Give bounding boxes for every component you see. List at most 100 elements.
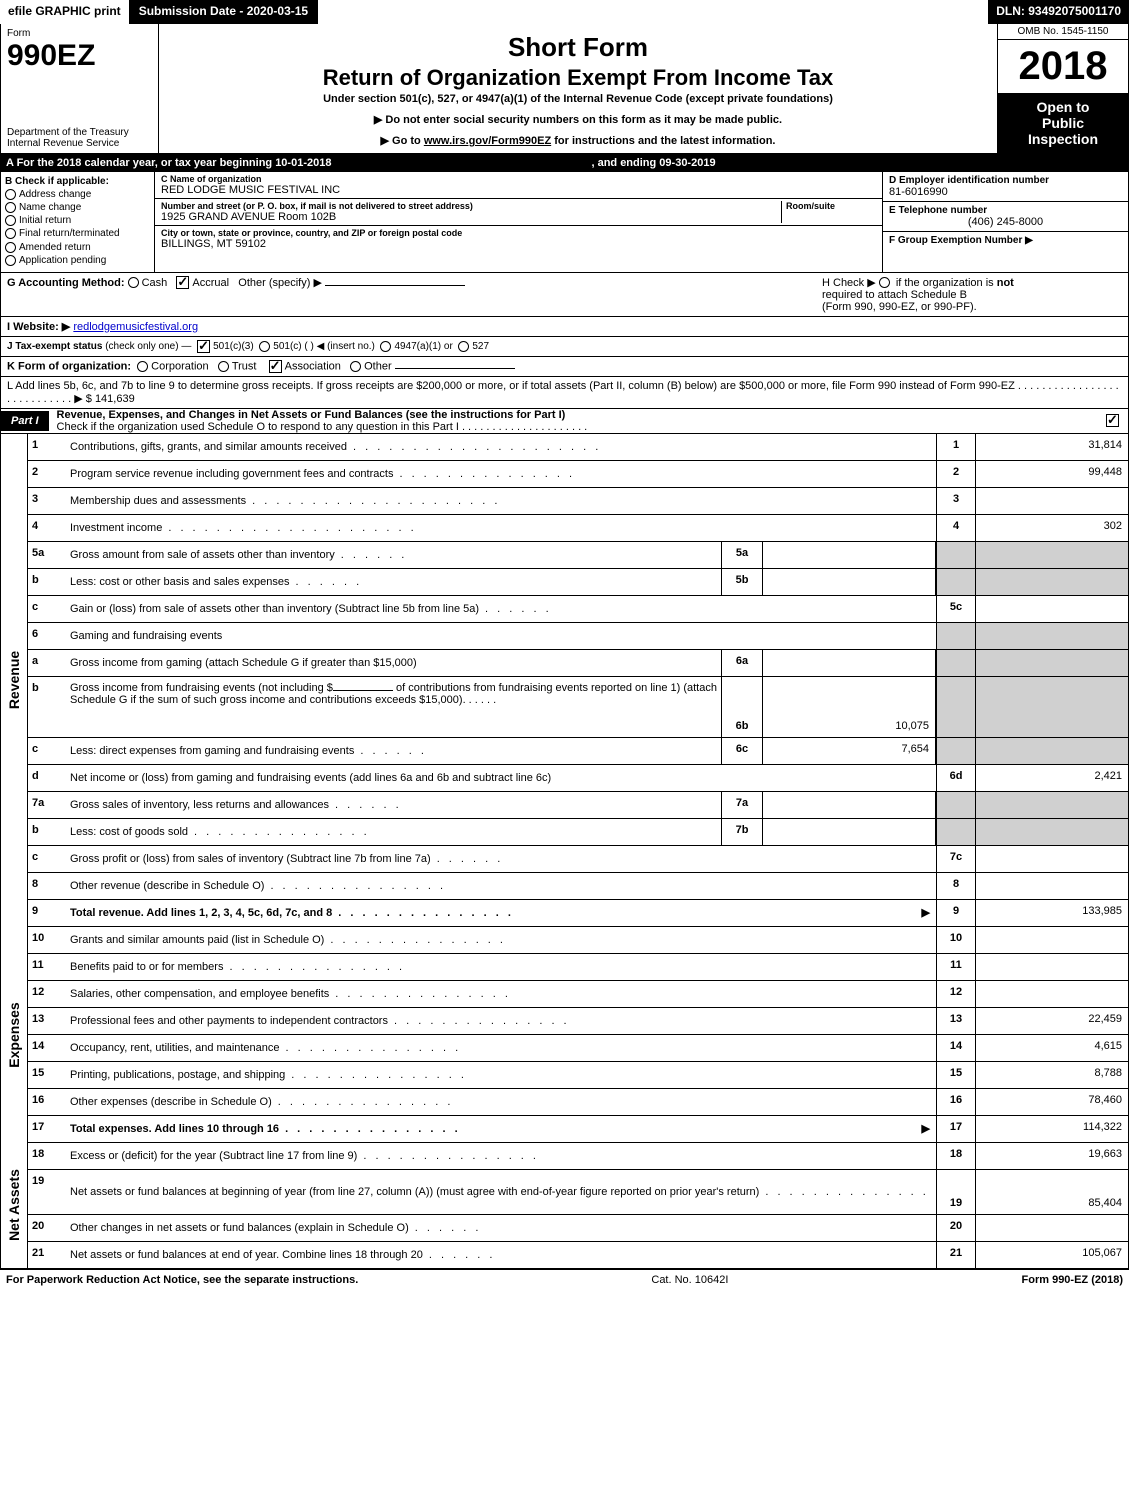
line-num: 12 (28, 981, 70, 1007)
circle-icon[interactable] (137, 361, 148, 372)
right-num: 15 (936, 1062, 975, 1088)
right-num-shaded (936, 623, 975, 649)
side-revenue: Revenue (1, 434, 28, 927)
check-label: Amended return (19, 242, 91, 253)
checkbox-association[interactable] (269, 360, 282, 373)
efile-label[interactable]: efile GRAPHIC print (0, 0, 131, 24)
net-assets-section: Net Assets 18Excess or (deficit) for the… (0, 1143, 1129, 1269)
g-other: Other (specify) ▶ (238, 277, 322, 289)
j-o1: 501(c)(3) (213, 341, 254, 352)
circle-icon[interactable] (218, 361, 229, 372)
k-label: K Form of organization: (7, 360, 131, 372)
circle-icon (5, 189, 16, 200)
open-line2: Public (1000, 115, 1126, 131)
circle-icon[interactable] (458, 341, 469, 352)
check-application-pending[interactable]: Application pending (5, 255, 150, 266)
right-val: 2,421 (975, 765, 1128, 791)
check-amended-return[interactable]: Amended return (5, 242, 150, 253)
row-i: I Website: ▶ redlodgemusicfestival.org (0, 317, 1129, 337)
circle-icon[interactable] (128, 277, 139, 288)
row-l: L Add lines 5b, 6c, and 7b to line 9 to … (0, 377, 1129, 409)
line-desc: Gross sales of inventory, less returns a… (70, 799, 329, 811)
right-num: 12 (936, 981, 975, 1007)
check-address-change[interactable]: Address change (5, 189, 150, 200)
line-num: c (28, 738, 70, 764)
table-row: bLess: cost of goods sold. . . . . . . .… (28, 819, 1128, 846)
irs-link[interactable]: www.irs.gov/Form990EZ (424, 135, 551, 147)
box-h: H Check ▶ if the organization is not req… (814, 276, 1122, 313)
submission-date: Submission Date - 2020-03-15 (131, 0, 318, 24)
j-label: J Tax-exempt status (7, 341, 102, 352)
g-accrual: Accrual (192, 277, 229, 289)
form-number: 990EZ (7, 39, 152, 73)
line-num: a (28, 650, 70, 676)
line-desc: Membership dues and assessments (70, 495, 246, 507)
note-goto-post: for instructions and the latest informat… (551, 135, 775, 147)
right-val-shaded (975, 819, 1128, 845)
expenses-section: Expenses 10Grants and similar amounts pa… (0, 927, 1129, 1143)
right-num: 10 (936, 927, 975, 953)
right-num: 1 (936, 434, 975, 460)
circle-icon[interactable] (259, 341, 270, 352)
table-row: 11Benefits paid to or for members. . . .… (28, 954, 1128, 981)
dots: . . . . . . . . . . . . . . . (332, 907, 917, 919)
dots: . . . . . . (479, 603, 934, 615)
line-desc: Investment income (70, 522, 162, 534)
dots: . . . . . . . . . . . . . . . (388, 1015, 934, 1027)
dots: . . . . . . . . . . . . . . . (223, 961, 934, 973)
table-row: 12Salaries, other compensation, and empl… (28, 981, 1128, 1008)
sub-val (763, 819, 936, 845)
tax-year: 2018 (998, 40, 1128, 93)
box-c: C Name of organization RED LODGE MUSIC F… (155, 172, 882, 272)
table-row: 15Printing, publications, postage, and s… (28, 1062, 1128, 1089)
line-desc: Other revenue (describe in Schedule O) (70, 880, 264, 892)
right-num: 11 (936, 954, 975, 980)
checkbox-accrual[interactable] (176, 276, 189, 289)
line-num: 21 (28, 1242, 70, 1268)
dln-label: DLN: 93492075001170 (988, 0, 1129, 24)
right-num: 17 (936, 1116, 975, 1142)
footer-mid: Cat. No. 10642I (651, 1274, 728, 1286)
top-bar: efile GRAPHIC print Submission Date - 20… (0, 0, 1129, 24)
website-link[interactable]: redlodgemusicfestival.org (73, 321, 198, 333)
arrow-icon: ▶ (918, 1122, 934, 1135)
form-word: Form (7, 28, 152, 39)
sub-num: 7b (721, 819, 763, 845)
dots: . . . . . . . . . . . . . . . (280, 1042, 934, 1054)
note-goto: ▶ Go to www.irs.gov/Form990EZ for instru… (169, 134, 987, 147)
table-row: 1Contributions, gifts, grants, and simil… (28, 434, 1128, 461)
circle-icon[interactable] (350, 361, 361, 372)
line-num: 13 (28, 1008, 70, 1034)
check-initial-return[interactable]: Initial return (5, 215, 150, 226)
line-desc: Professional fees and other payments to … (70, 1015, 388, 1027)
line-num: 19 (28, 1170, 70, 1214)
check-final-return[interactable]: Final return/terminated (5, 228, 150, 239)
org-name-cell: C Name of organization RED LODGE MUSIC F… (155, 172, 882, 199)
checkbox-501c3[interactable] (197, 340, 210, 353)
right-num: 21 (936, 1242, 975, 1268)
right-num: 8 (936, 873, 975, 899)
table-row: bLess: cost or other basis and sales exp… (28, 569, 1128, 596)
table-row: 19Net assets or fund balances at beginni… (28, 1170, 1128, 1215)
info-grid: B Check if applicable: Address change Na… (0, 172, 1129, 273)
row-j: J Tax-exempt status (check only one) — 5… (0, 337, 1129, 357)
city-label: City or town, state or province, country… (161, 228, 876, 238)
omb-number: OMB No. 1545-1150 (998, 24, 1128, 40)
ein-cell: D Employer identification number 81-6016… (883, 172, 1128, 202)
right-num: 6d (936, 765, 975, 791)
dots: . . . . . . (329, 799, 719, 811)
check-name-change[interactable]: Name change (5, 202, 150, 213)
sub-num: 7a (721, 792, 763, 818)
g-cash: Cash (142, 277, 168, 289)
checkbox-schedule-o[interactable] (1106, 414, 1119, 427)
row-gh: G Accounting Method: Cash Accrual Other … (0, 273, 1129, 317)
line-num: 10 (28, 927, 70, 953)
line-num: 15 (28, 1062, 70, 1088)
ein-value: 81-6016990 (889, 186, 1122, 198)
circle-icon[interactable] (380, 341, 391, 352)
circle-icon[interactable] (879, 277, 890, 288)
part1-title-text: Revenue, Expenses, and Changes in Net As… (57, 409, 566, 421)
right-num: 19 (936, 1170, 975, 1214)
title-col: Short Form Return of Organization Exempt… (159, 24, 997, 153)
right-val-shaded (975, 542, 1128, 568)
